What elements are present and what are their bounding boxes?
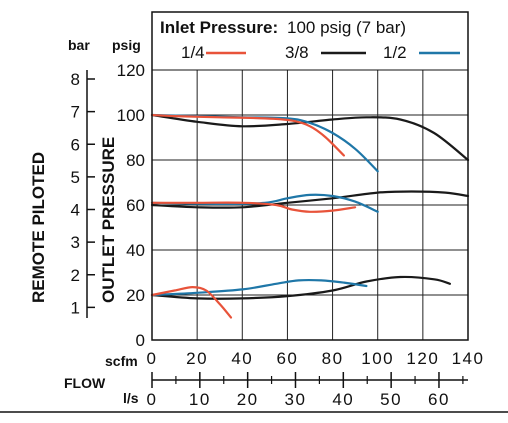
y-ticks-psig: 0 20 40 60 80 100 120 [117,61,145,350]
y-tick-psig: 20 [126,286,145,305]
y-tick-bar: 4 [71,201,80,220]
x-ticks-ls: 0 10 20 30 40 50 60 [147,372,464,409]
chart-title-rest: 100 psig (7 bar) [287,18,406,37]
x-tick-ls: 50 [380,390,402,409]
legend-label-3-8: 3/8 [285,43,309,62]
y-tick-psig: 120 [117,61,145,80]
y-tick-bar: 6 [71,135,80,154]
x-axis-label: FLOW [64,375,106,391]
legend: 1/4 3/8 1/2 [181,43,460,62]
y-ticks-bar: 1 2 3 4 5 6 7 8 [71,70,95,317]
series-3-8-curve-0 [150,113,470,162]
x-tick-scfm: 80 [322,349,344,368]
x-tick-ls: 40 [332,390,354,409]
chart-title-bold: Inlet Pressure: [160,18,278,37]
series-1-2-curve-2 [150,278,368,297]
x-tick-scfm: 140 [452,349,485,368]
x-ticks-scfm: 0 20 40 60 80 100 120 140 [147,349,485,368]
series-3-8-curve-2 [150,275,451,300]
y-tick-bar: 7 [71,103,80,122]
plot-border [151,11,469,341]
y-tick-bar: 5 [71,168,80,187]
series-1-2-curve-1 [150,193,379,213]
x-tick-ls: 60 [428,390,450,409]
series-1-4-curve-0 [150,113,345,157]
x-tick-scfm: 60 [276,349,298,368]
x-tick-ls: 0 [147,390,158,409]
y-unit-bar: bar [68,37,90,53]
y-unit-psig: psig [112,37,141,53]
y-tick-psig: 80 [126,151,145,170]
y-tick-psig: 0 [136,331,145,350]
y-tick-psig: 60 [126,196,145,215]
curves [150,113,470,319]
x-tick-scfm: 100 [361,349,394,368]
y-tick-bar: 8 [71,70,80,89]
x-tick-scfm: 0 [147,349,158,368]
y-tick-bar: 2 [71,266,80,285]
x-unit-ls: l/s [123,390,139,406]
series-3-8-curve-1 [150,190,470,209]
x-tick-scfm: 40 [231,349,253,368]
legend-label-1-4: 1/4 [181,43,205,62]
plot-frame [151,11,469,341]
series-1-4-curve-1 [150,201,357,213]
x-tick-ls: 20 [237,390,259,409]
x-unit-scfm: scfm [105,353,138,369]
y-tick-psig: 100 [117,106,145,125]
y-tick-psig: 40 [126,241,145,260]
x-tick-scfm: 120 [406,349,439,368]
series-1-2-curve-0 [150,113,379,173]
series-1-4-curve-2 [150,285,233,319]
y-axis-label: OUTLET PRESSURE [99,137,118,303]
x-tick-ls: 10 [189,390,211,409]
x-tick-scfm: 20 [186,349,208,368]
left-axis-label: REMOTE PILOTED [29,152,48,303]
grid [152,70,468,340]
y-tick-bar: 1 [71,298,80,317]
x-tick-ls: 30 [285,390,307,409]
y-tick-bar: 3 [71,233,80,252]
legend-label-1-2: 1/2 [383,43,407,62]
